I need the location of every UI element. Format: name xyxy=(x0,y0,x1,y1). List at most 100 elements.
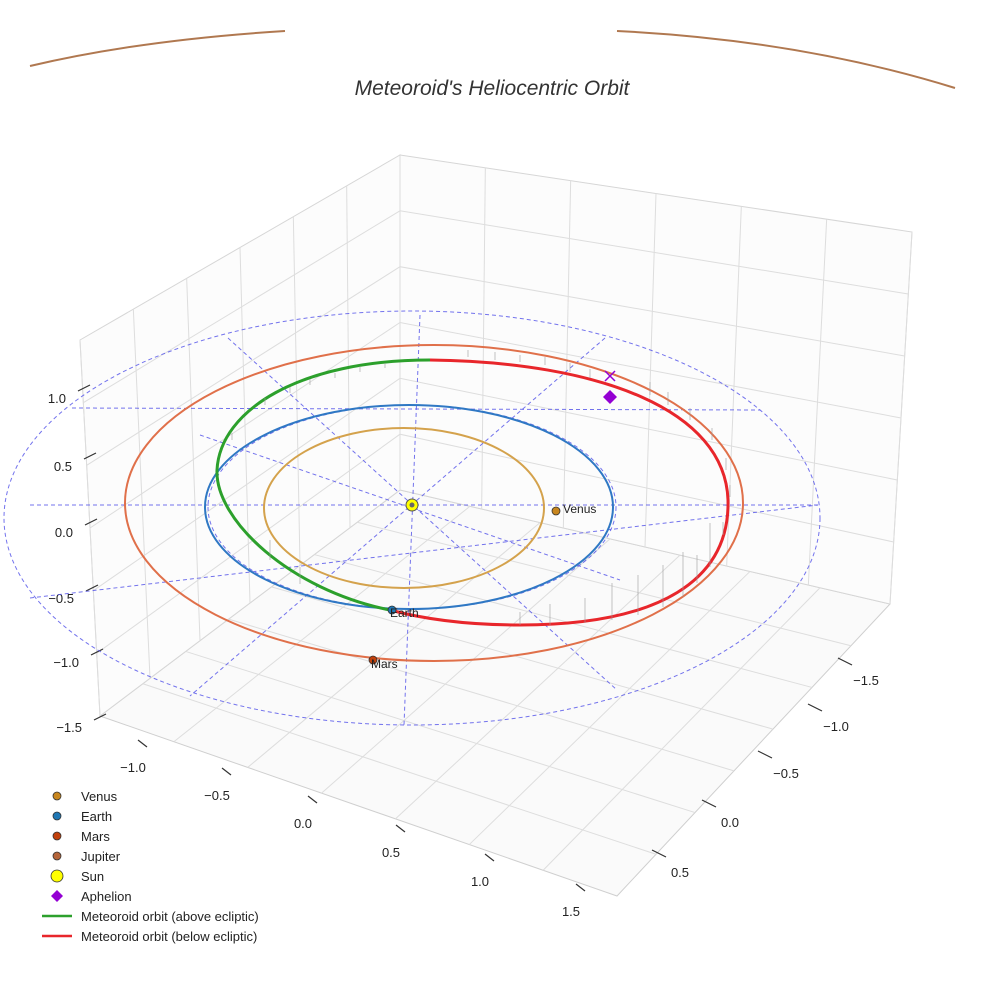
x-tick-mark xyxy=(307,795,318,804)
x-tick-mark xyxy=(395,824,406,833)
y-tick-label: −1.5 xyxy=(853,673,879,688)
mars-orbit xyxy=(124,344,744,662)
legend-symbol xyxy=(40,888,74,904)
y-tick-label: 0.0 xyxy=(721,815,739,830)
x-tick-mark xyxy=(221,767,232,776)
x-tick-mark xyxy=(575,883,586,892)
legend-label: Jupiter xyxy=(81,848,121,864)
markers: Venus Earth Mars xyxy=(368,370,617,671)
x-tick-mark xyxy=(137,739,148,748)
grid-lines xyxy=(79,155,913,871)
y-tick-mark xyxy=(757,750,773,759)
z-tick-label: 0.0 xyxy=(55,525,73,540)
guide-line xyxy=(29,504,819,599)
grid-line xyxy=(89,321,902,529)
x-tick-label: 1.0 xyxy=(471,874,489,889)
legend-label: Meteoroid orbit (below ecliptic) xyxy=(81,928,258,944)
z-tick-mark xyxy=(90,648,104,656)
z-tick-mark xyxy=(93,713,107,721)
aphelion-marker xyxy=(603,390,617,404)
tick-labels: 1.0 0.5 0.0 −0.5 −1.0 −1.5 −1.0 −0.5 0.0 0.5 1.0 1.… xyxy=(48,384,879,919)
legend-item: Earth xyxy=(40,806,259,826)
z-tick-label: −1.0 xyxy=(53,655,79,670)
grid-line xyxy=(185,650,696,814)
legend-symbol xyxy=(40,788,74,804)
legend-symbol xyxy=(40,848,74,864)
x-tick-label: 0.5 xyxy=(382,845,400,860)
x-tick-label: −1.0 xyxy=(120,760,146,775)
z-tick-mark xyxy=(83,452,97,460)
grid-line xyxy=(314,554,813,688)
z-tick-mark xyxy=(84,518,98,526)
legend-item: Aphelion xyxy=(40,886,259,906)
meteoroid-orbit-above xyxy=(215,358,431,612)
point-label-earth: Earth xyxy=(390,606,419,620)
venus-orbit xyxy=(263,427,545,589)
legend-label: Mars xyxy=(81,828,110,844)
y-tick-mark xyxy=(807,703,823,712)
legend: Venus Earth Mars Jupiter Sun Aphelion Meteoroi… xyxy=(40,786,259,946)
grid-line xyxy=(142,683,657,855)
grid-line xyxy=(542,587,821,871)
grid-line xyxy=(357,521,852,647)
x-tick-label: −0.5 xyxy=(204,788,230,803)
guide-line xyxy=(189,337,606,697)
sun-center-dot xyxy=(409,502,415,508)
z-tick-mark xyxy=(85,584,99,592)
legend-symbol xyxy=(40,928,74,944)
legend-symbol xyxy=(40,908,74,924)
jupiter-orbit-arc-left xyxy=(29,30,286,67)
z-tick-label: −0.5 xyxy=(48,591,74,606)
grid-line xyxy=(468,571,751,845)
legend-symbol xyxy=(40,868,74,884)
y-tick-mark xyxy=(701,799,717,808)
legend-label: Meteoroid orbit (above ecliptic) xyxy=(81,908,259,924)
legend-item: Meteoroid orbit (above ecliptic) xyxy=(40,906,259,926)
z-tick-mark xyxy=(77,384,91,392)
chart-title: Meteoroid's Heliocentric Orbit xyxy=(355,77,631,100)
z-tick-label: 0.5 xyxy=(54,459,72,474)
legend-item: Jupiter xyxy=(40,846,259,866)
x-tick-label: 1.5 xyxy=(562,904,580,919)
orbits xyxy=(124,344,744,662)
grid-line xyxy=(271,586,774,730)
y-tick-mark xyxy=(651,849,667,858)
grid-line xyxy=(86,266,905,466)
y-tick-mark xyxy=(837,657,853,666)
grid-line xyxy=(83,210,909,404)
z-tick-label: −1.5 xyxy=(56,720,82,735)
earth-marker xyxy=(387,605,397,615)
grid-line xyxy=(228,618,735,772)
grid-line xyxy=(93,377,898,592)
earth-orbit xyxy=(204,404,614,610)
y-tick-label: −0.5 xyxy=(773,766,799,781)
z-tick-label: 1.0 xyxy=(48,391,66,406)
venus-marker xyxy=(551,506,561,516)
point-label-mars: Mars xyxy=(371,657,398,671)
legend-item: Meteoroid orbit (below ecliptic) xyxy=(40,926,259,946)
grid-line xyxy=(173,505,471,743)
legend-symbol xyxy=(40,808,74,824)
legend-label: Sun xyxy=(81,868,105,884)
mars-marker xyxy=(368,655,378,665)
legend-label: Venus xyxy=(81,788,118,804)
meteoroid-orbit-below xyxy=(389,358,730,627)
legend-item: Venus xyxy=(40,786,259,806)
grid-line xyxy=(321,538,611,794)
jupiter-orbit-arc-right xyxy=(616,30,956,89)
grid-line xyxy=(247,522,541,768)
point-label-venus: Venus xyxy=(563,502,596,516)
legend-label: Earth xyxy=(81,808,113,824)
y-tick-label: −1.0 xyxy=(823,719,849,734)
legend-item: Sun xyxy=(40,866,259,886)
guide-line xyxy=(227,337,618,691)
guide-line xyxy=(403,314,421,726)
x-tick-label: 0.0 xyxy=(294,816,312,831)
y-tick-label: 0.5 xyxy=(671,865,689,880)
aphelion-projection-x xyxy=(604,370,616,382)
legend-item: Mars xyxy=(40,826,259,846)
ecliptic-ring xyxy=(3,310,821,726)
legend-symbol xyxy=(40,828,74,844)
x-tick-mark xyxy=(484,853,495,862)
